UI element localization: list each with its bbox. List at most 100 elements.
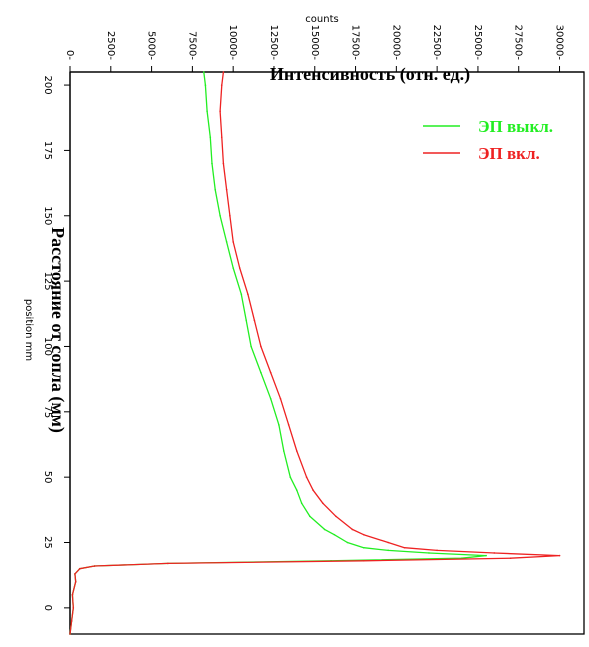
y-tick-label-12500: 12500- [268, 25, 279, 61]
y-tick-label-10000: 10000- [227, 25, 238, 61]
series-point-ep-on-14 [403, 546, 406, 549]
series-point-ep-on-16 [362, 533, 365, 536]
ticks-layer: 0- 2500- 5000- 7500- 10000- 12500- 15000- 17500… [42, 25, 565, 611]
series-point-ep-on-20 [312, 489, 314, 492]
series-point-ep-on-29 [238, 267, 241, 269]
series-line-ep-on [69, 71, 561, 635]
x-tick-label-0: 0 [42, 605, 53, 611]
series-point-ep-on-17 [351, 528, 354, 531]
series-point-ep-off-13 [387, 549, 389, 552]
series-point-ep-off-28 [240, 293, 243, 295]
series-point-ep-off-37 [203, 71, 205, 73]
series-point-ep-on-30 [232, 241, 234, 243]
series-point-ep-off-19 [300, 502, 303, 505]
series-point-ep-off-35 [206, 110, 208, 113]
y-tick-label-22500: 22500- [431, 25, 442, 61]
series-point-ep-on-11 [558, 554, 561, 557]
series-point-ep-off-22 [282, 450, 285, 452]
x-tick-label-50: 50 [42, 471, 53, 484]
series-point-ep-off-36 [204, 84, 207, 86]
axes-layer [69, 71, 585, 635]
y-tick-label-27500: 27500- [513, 25, 524, 61]
series-point-ep-on-13 [436, 549, 438, 552]
series-point-ep-on-1 [70, 620, 73, 622]
series-point-ep-on-27 [253, 319, 256, 322]
series-point-ep-off-25 [260, 371, 262, 374]
series-point-ep-off-20 [296, 489, 298, 492]
series-point-ep-on-32 [225, 188, 228, 191]
y-tick-label-30000: 30000- [554, 25, 565, 61]
series-point-ep-on-35 [219, 110, 221, 113]
y-axis-raw-label-group: counts [305, 14, 338, 25]
series-point-ep-on-22 [296, 450, 298, 452]
series-point-ep-off-32 [214, 188, 217, 191]
series-point-ep-off-34 [209, 136, 212, 139]
series-point-ep-on-10 [509, 557, 512, 559]
series-point-ep-on-8 [167, 562, 169, 565]
y-tick-label-25000: 25000- [472, 25, 483, 61]
series-point-ep-off-27 [245, 319, 248, 322]
series-point-ep-on-23 [287, 424, 290, 426]
series-point-ep-off-17 [323, 528, 326, 531]
series-point-ep-off-18 [309, 515, 311, 518]
series-point-ep-off-21 [289, 476, 292, 478]
series-point-ep-off-26 [250, 345, 252, 348]
series-layer [69, 71, 561, 635]
x-axis-raw-label-group: position mm [23, 299, 34, 361]
series-point-ep-on-15 [387, 541, 389, 544]
x-tick-label-75: 75 [42, 405, 53, 418]
x-axis-label: Расстояние от сопла (мм) [47, 227, 68, 433]
series-point-ep-on-37 [222, 71, 225, 73]
x-tick-label-125: 125 [42, 272, 53, 291]
series-point-ep-on-19 [322, 502, 324, 505]
series-point-ep-on-6 [78, 567, 81, 570]
legend-label-ep-off: ЭП выкл. [478, 117, 553, 136]
series-point-ep-on-36 [220, 84, 223, 86]
series-point-ep-off-31 [219, 214, 221, 217]
series-point-ep-off-29 [232, 267, 234, 269]
series-point-ep-on-26 [260, 345, 262, 348]
series-point-ep-on-4 [74, 580, 77, 583]
series-point-ep-on-2 [72, 607, 75, 609]
y-tick-label-15000: 15000- [309, 25, 320, 61]
series-point-ep-off-33 [211, 162, 213, 165]
legend-label-ep-on: ЭП вкл. [478, 144, 540, 163]
series-point-ep-off-14 [362, 546, 365, 549]
series-point-ep-on-0 [69, 633, 71, 635]
series-point-ep-on-34 [220, 136, 223, 139]
x-tick-label-100: 100 [42, 337, 53, 356]
x-tick-label-175: 175 [42, 141, 53, 160]
series-point-ep-on-21 [305, 476, 308, 478]
x-tick-label-150: 150 [42, 206, 53, 225]
series-point-ep-on-33 [222, 162, 225, 165]
y-axis-label-group: Интенсивность (отн. ед.) [270, 64, 470, 85]
series-point-ep-off-11 [485, 554, 487, 557]
series-point-ep-off-16 [333, 533, 336, 536]
y-axis-raw-label: counts [305, 14, 338, 25]
series-point-ep-on-24 [279, 397, 282, 400]
series-point-ep-off-23 [278, 424, 280, 426]
x-tick-label-200: 200 [42, 76, 53, 95]
series-point-ep-on-3 [71, 593, 74, 596]
series-point-ep-on-25 [269, 371, 272, 374]
series-point-ep-off-24 [269, 397, 272, 400]
series-point-ep-on-9 [362, 560, 365, 562]
legend: ЭП выкл. ЭП вкл. [423, 117, 553, 163]
series-point-ep-on-12 [493, 552, 496, 554]
y-tick-label-0: 0- [64, 50, 75, 60]
series-point-ep-on-18 [335, 515, 337, 518]
y-axis-label: Интенсивность (отн. ед.) [270, 64, 470, 85]
series-point-ep-off-12 [428, 552, 430, 554]
series-point-ep-off-15 [346, 541, 349, 544]
y-tick-label-2500: 2500- [105, 31, 116, 60]
y-tick-label-5000: 5000- [146, 31, 157, 60]
series-point-ep-on-7 [93, 565, 96, 567]
x-tick-label-25: 25 [42, 536, 53, 549]
y-tick-label-17500: 17500- [350, 25, 361, 61]
y-tick-label-7500: 7500- [186, 31, 197, 60]
series-point-ep-on-31 [229, 214, 231, 217]
x-axis-raw-label: position mm [23, 299, 34, 361]
x-axis-label-group: Расстояние от сопла (мм) [47, 227, 68, 433]
series-point-ep-on-5 [74, 573, 76, 575]
